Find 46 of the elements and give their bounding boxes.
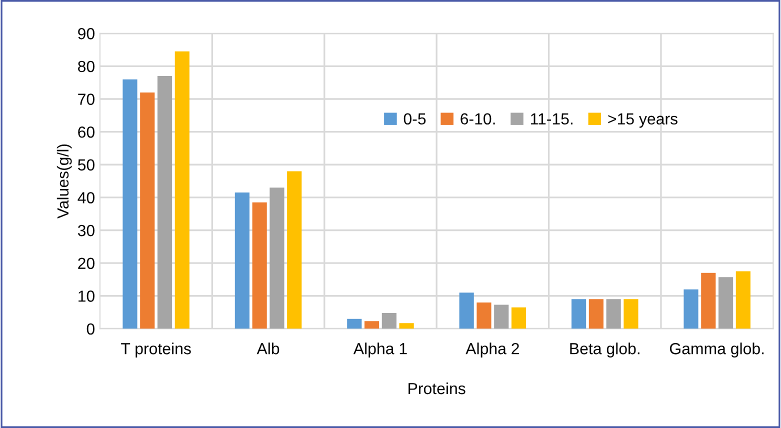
- bar: [606, 299, 621, 329]
- bar: [701, 272, 716, 329]
- x-tick-label: Beta glob.: [570, 342, 640, 358]
- y-tick-label: 50: [78, 159, 94, 171]
- x-tick-label: Alpha 2: [466, 342, 519, 358]
- x-tick-label: Alpha 1: [353, 342, 407, 358]
- bar: [476, 302, 492, 329]
- legend-label: 11-15.: [531, 113, 572, 125]
- bar: [122, 79, 138, 329]
- bar: [157, 76, 172, 329]
- bar: [382, 312, 396, 329]
- bar: [718, 277, 734, 329]
- y-tick-label: 30: [78, 224, 94, 236]
- legend-label: >15 years: [608, 113, 678, 128]
- y-axis-title: Values(g/l): [56, 144, 72, 219]
- y-tick-label: 80: [78, 60, 94, 72]
- bar: [287, 171, 302, 329]
- x-tick-label: T proteins: [121, 342, 191, 358]
- bar: [270, 188, 284, 329]
- y-tick-label: 90: [78, 28, 94, 40]
- bar: [736, 271, 750, 329]
- bar: [459, 292, 474, 329]
- y-tick-label: 10: [78, 290, 94, 302]
- x-axis-title: Proteins: [408, 382, 466, 394]
- bar: [347, 318, 362, 329]
- bar: [399, 323, 414, 329]
- bar: [572, 299, 586, 329]
- y-tick-label: 0: [86, 323, 94, 335]
- y-tick-label: 40: [78, 192, 94, 204]
- bar: [234, 192, 250, 329]
- bar: [494, 304, 509, 329]
- bar: [588, 299, 604, 329]
- legend-label: 0-5: [404, 113, 426, 125]
- bar: [511, 307, 526, 329]
- bar: [252, 202, 267, 329]
- y-tick-label: 60: [78, 126, 94, 138]
- bar: [140, 92, 155, 329]
- bar: [364, 321, 380, 329]
- bar: [624, 299, 638, 329]
- bar: [684, 289, 698, 329]
- legend-label: 6-10.: [460, 113, 495, 125]
- bar: [174, 51, 190, 329]
- x-tick-label: Alb: [256, 342, 280, 354]
- y-tick-label: 20: [78, 258, 94, 270]
- x-tick-label: Gamma glob.: [670, 342, 764, 358]
- y-tick-label: 70: [78, 94, 94, 105]
